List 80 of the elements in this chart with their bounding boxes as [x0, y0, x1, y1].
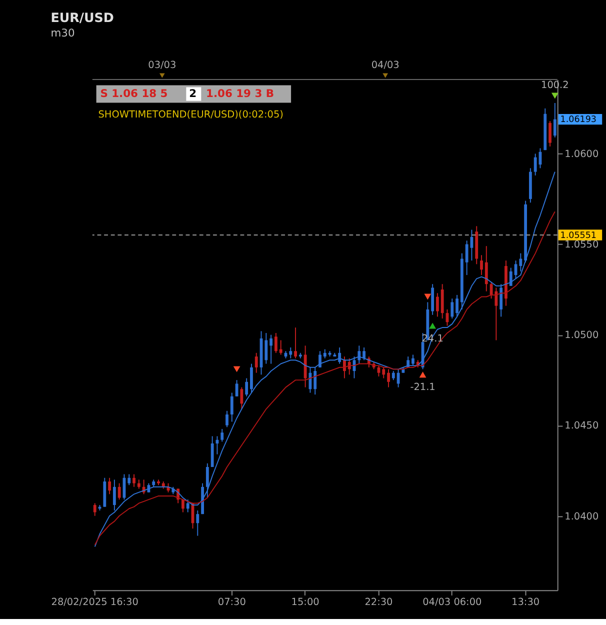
- candlestick: [304, 345, 307, 388]
- candlestick: [210, 436, 214, 468]
- candlestick: [436, 292, 439, 318]
- text: 03/03: [148, 60, 176, 71]
- candlestick: [128, 474, 131, 486]
- candlestick: [343, 356, 346, 379]
- y-tick-label: 1.0400: [564, 511, 599, 522]
- y-tick-label: 1.0450: [564, 420, 599, 432]
- annotation: 1.06 19 3 B: [206, 86, 274, 100]
- point: [429, 322, 436, 329]
- candlestick: [387, 368, 390, 388]
- candlestick: [206, 462, 209, 498]
- candlestick: [289, 346, 292, 359]
- y-tick-label: 1.0600: [564, 149, 599, 160]
- candlestick: [245, 378, 248, 397]
- annotation: SHOWTIMETOEND(EUR/USD)(0:02:05): [98, 109, 284, 120]
- candlestick: [118, 482, 121, 500]
- candlestick: [509, 267, 512, 286]
- ref-line-label: 1.05551: [560, 230, 596, 241]
- annotation: S 1.06 18 5: [100, 86, 168, 100]
- candlestick: [465, 240, 468, 276]
- candlestick: [112, 479, 116, 511]
- candlestick: [382, 366, 386, 379]
- candlestick: [132, 474, 136, 488]
- candlestick: [181, 499, 184, 513]
- text: 04/03: [371, 60, 400, 71]
- x-tick-label: 22:30: [364, 597, 393, 608]
- candlestick: [323, 348, 326, 359]
- candlestick: [254, 352, 258, 374]
- chart-subtitle: m30: [50, 26, 75, 40]
- candlestick: [196, 510, 200, 536]
- candlestick: [220, 428, 224, 442]
- point: [551, 92, 558, 99]
- candlestick: [186, 499, 190, 513]
- y-tick-label: 1.0500: [564, 330, 599, 342]
- candlestick: [240, 386, 244, 410]
- candlestick: [358, 345, 361, 364]
- annotation: -21.1: [410, 382, 436, 394]
- candlestick: [500, 284, 503, 318]
- candlestick: [392, 370, 395, 381]
- candlestick: [396, 368, 400, 388]
- candlestick: [548, 120, 552, 147]
- candlestick: [314, 366, 317, 396]
- annotation: 2: [189, 86, 197, 100]
- candlestick: [484, 246, 488, 292]
- candlestick: [553, 102, 556, 138]
- candlestick: [226, 410, 228, 428]
- candlestick: [274, 332, 278, 354]
- candlestick: [279, 340, 282, 356]
- x-tick-label: 15:00: [291, 597, 320, 608]
- candlestick: [250, 363, 253, 394]
- candlestick: [270, 334, 273, 364]
- point: [424, 294, 432, 300]
- x-tick-label: 04/03 06:00: [422, 597, 482, 608]
- candlestick: [230, 392, 234, 422]
- point: [419, 372, 426, 378]
- x-tick-label: 28/02/2025 16:30: [51, 597, 138, 608]
- y-tick-label: 1.0550: [564, 240, 599, 251]
- candlestick: [318, 350, 322, 368]
- candlestick: [431, 284, 434, 316]
- x-tick-label: 13:30: [512, 597, 540, 608]
- x-tick-label: 07:30: [218, 597, 246, 608]
- candlestick: [440, 284, 444, 319]
- point: [233, 366, 240, 372]
- candlestick: [294, 327, 297, 359]
- candlestick: [264, 332, 268, 364]
- candlestick: [534, 153, 537, 176]
- candlestick: [450, 298, 454, 319]
- candlestick: [137, 479, 140, 490]
- candlestick: [338, 346, 342, 364]
- candlestick: [93, 502, 96, 516]
- candlestick: [108, 477, 111, 495]
- text: 1.06193: [560, 115, 596, 126]
- candlestick: [456, 294, 458, 318]
- candlestick: [362, 346, 366, 361]
- candlestick: [412, 354, 414, 366]
- candlestick: [519, 252, 522, 272]
- candlestick: [480, 254, 483, 276]
- candlestick: [308, 366, 312, 394]
- chart-title: EUR/USD: [50, 10, 114, 26]
